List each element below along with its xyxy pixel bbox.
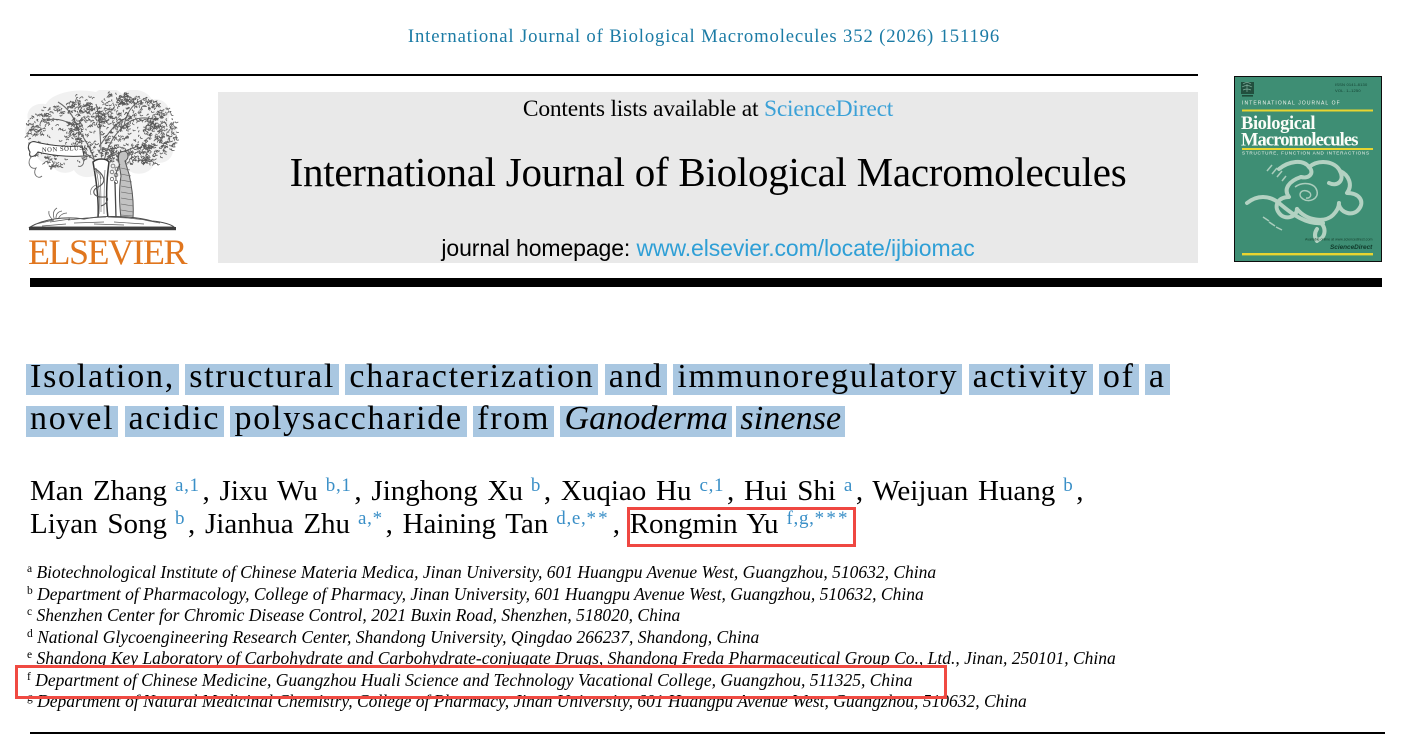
svg-text:ISSN 0141-8130: ISSN 0141-8130 <box>1335 82 1368 87</box>
svg-text:Biological: Biological <box>1241 114 1315 134</box>
svg-text:NON SOLUS: NON SOLUS <box>42 145 84 154</box>
svg-text:ScienceDirect: ScienceDirect <box>1330 244 1373 251</box>
svg-text:Macromolecules: Macromolecules <box>1241 131 1358 151</box>
svg-text:VOL. 1–1250: VOL. 1–1250 <box>1335 88 1361 93</box>
svg-text:INTERNATIONAL JOURNAL OF: INTERNATIONAL JOURNAL OF <box>1242 101 1341 107</box>
svg-text:STRUCTURE, FUNCTION AND INTERA: STRUCTURE, FUNCTION AND INTERACTIONS <box>1242 151 1370 156</box>
svg-text:Available online at www.scienc: Available online at www.sciencedirect.co… <box>1305 238 1372 242</box>
